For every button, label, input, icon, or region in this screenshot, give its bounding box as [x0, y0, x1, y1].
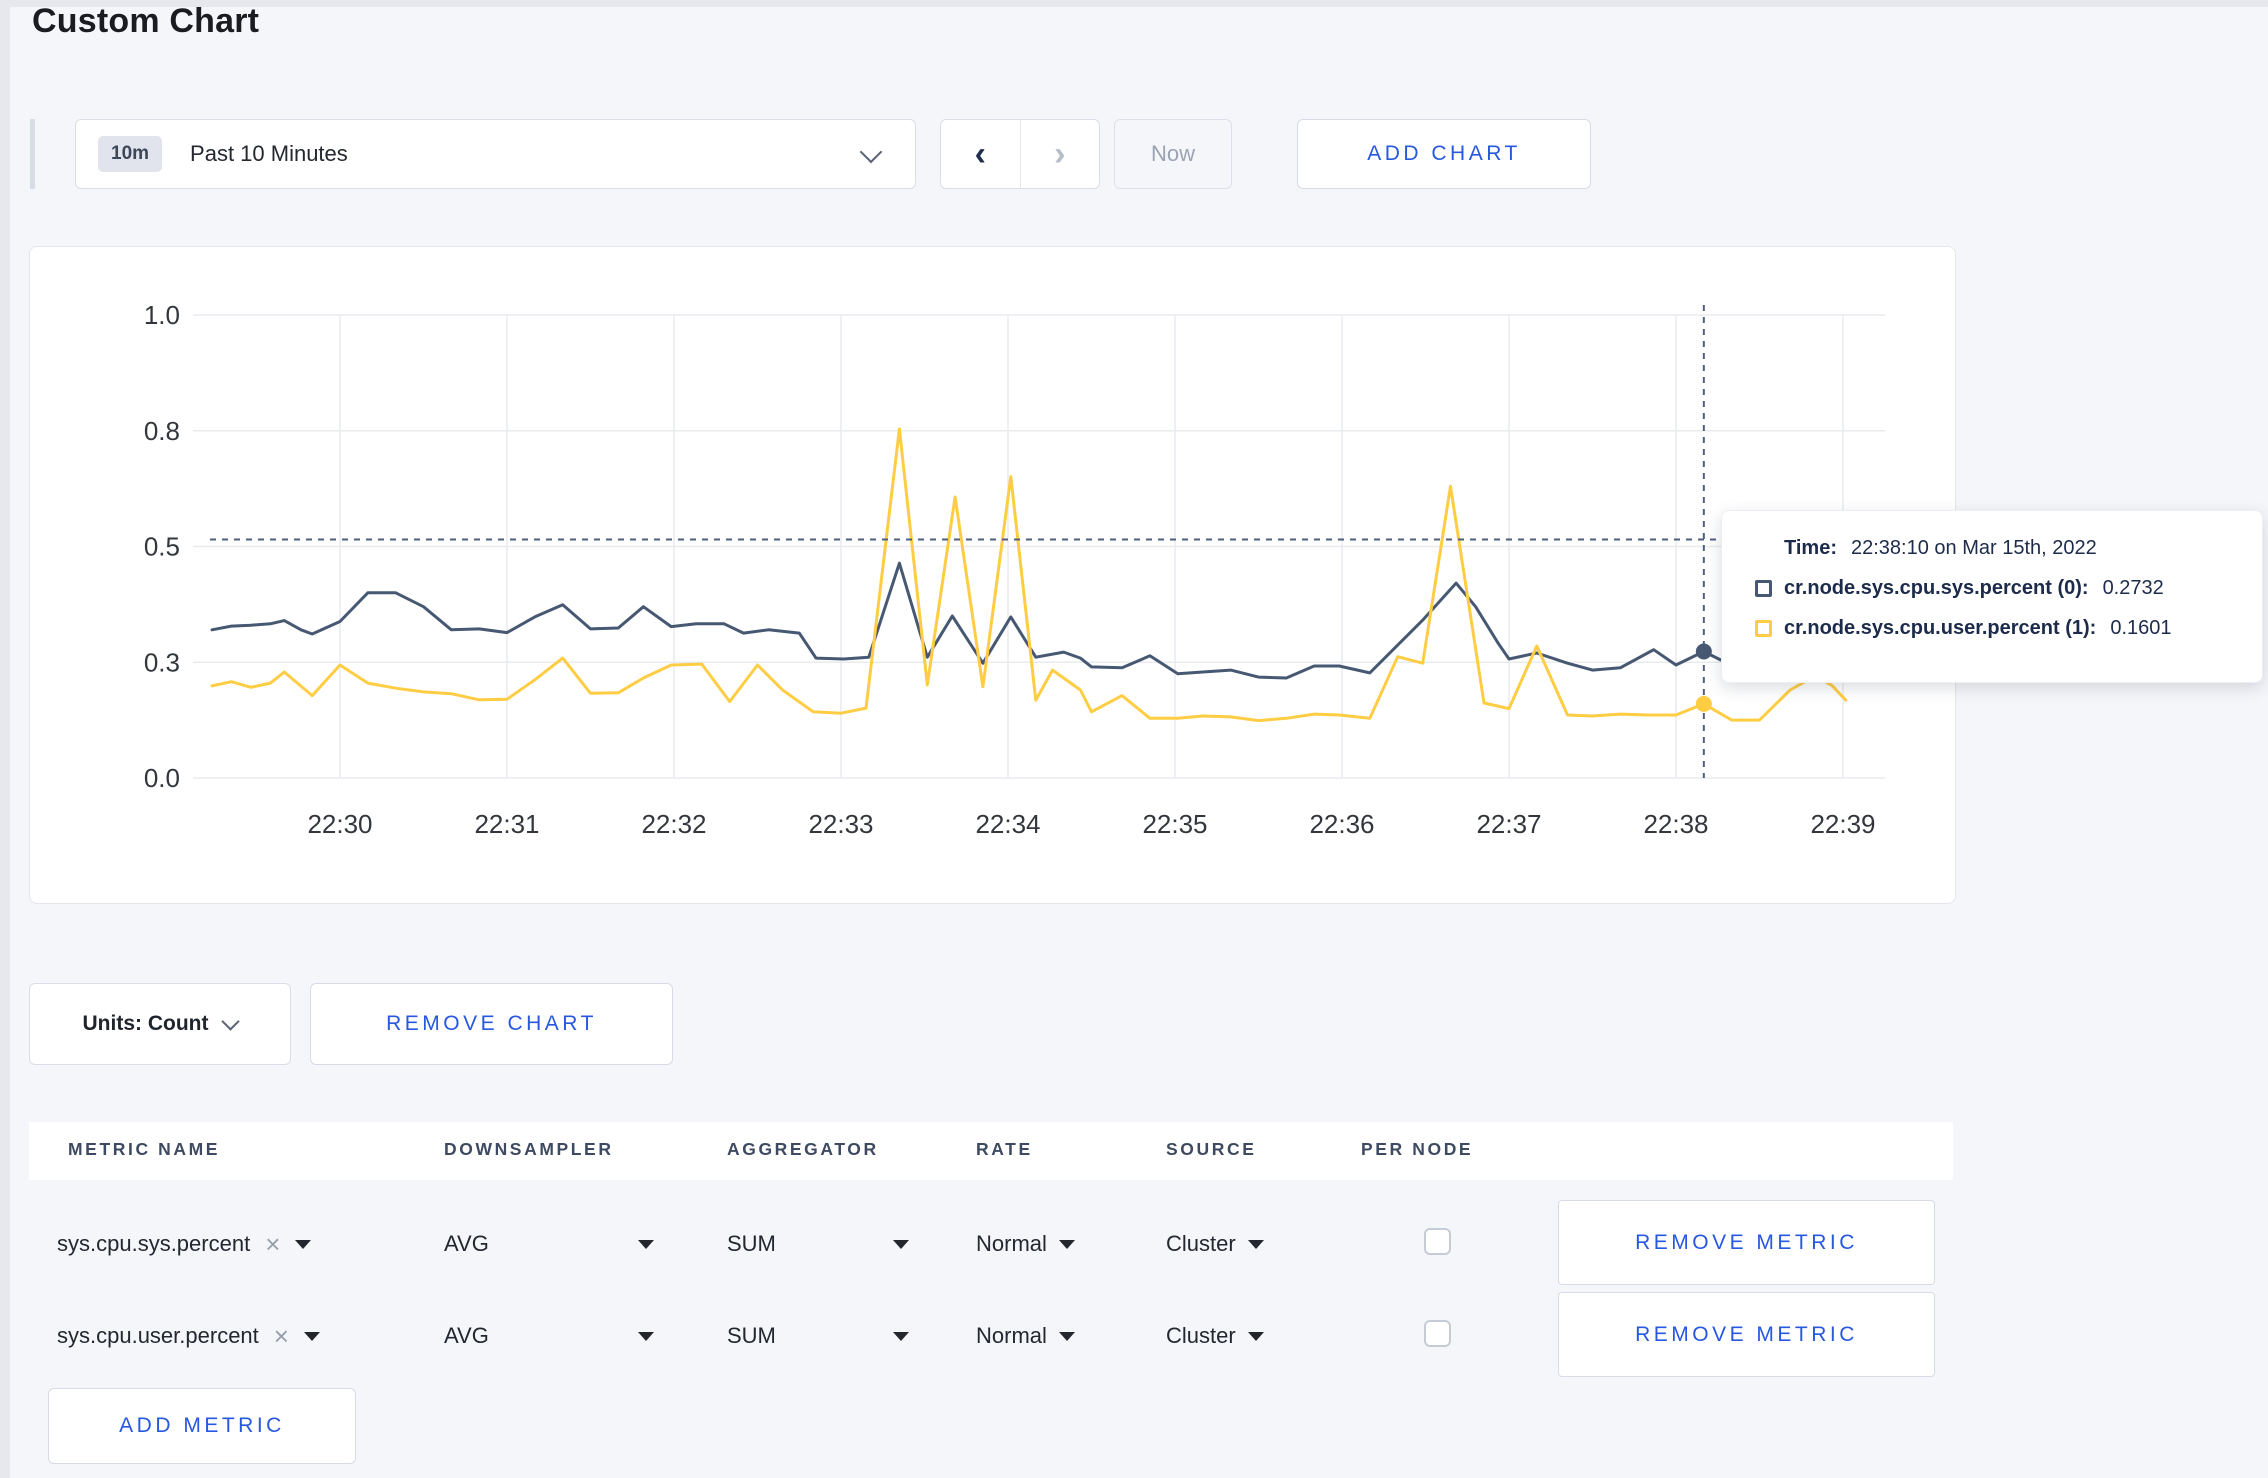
page-title: Custom Chart: [32, 2, 260, 40]
x-tick-label: 22:30: [307, 809, 372, 839]
tooltip-time-value: 22:38:10 on Mar 15th, 2022: [1850, 537, 2097, 559]
now-button[interactable]: Now: [1114, 119, 1232, 189]
caret-down-icon: [638, 1331, 654, 1341]
aggregator-select[interactable]: SUM: [727, 1292, 909, 1380]
x-tick-label: 22:38: [1643, 809, 1708, 839]
tooltip-time-label: Time:: [1784, 537, 1837, 559]
column-header-aggregator: AGGREGATOR: [727, 1139, 879, 1159]
aggregator-select[interactable]: SUM: [727, 1200, 909, 1288]
tooltip-series-value: 0.1601: [2110, 617, 2172, 639]
units-dropdown[interactable]: Units: Count: [29, 983, 291, 1065]
x-tick-label: 22:35: [1142, 809, 1207, 839]
per-node-checkbox[interactable]: [1424, 1228, 1451, 1255]
add-chart-button[interactable]: ADD CHART: [1297, 119, 1591, 189]
y-tick-label: 0.0: [144, 763, 180, 793]
downsampler-value: AVG: [444, 1231, 489, 1256]
downsampler-select[interactable]: AVG: [444, 1292, 654, 1380]
chevron-down-icon: [221, 1011, 241, 1031]
caret-down-icon: [295, 1239, 312, 1249]
chevron-left-icon: ‹: [974, 135, 986, 173]
chart-card: 0.0 0.3 0.5 0.8 1.0 22:30 22:31 22:32 22:33 22:34…: [29, 246, 1956, 904]
x-tick-label: 22:34: [975, 809, 1040, 839]
tooltip-series-name: cr.node.sys.cpu.sys.percent (0):: [1784, 577, 2089, 599]
column-header-metric-name: METRIC NAME: [68, 1139, 221, 1159]
chevron-right-icon: ›: [1054, 135, 1066, 173]
table-row: sys.cpu.sys.percent × AVG SUM Normal Cluster R…: [29, 1200, 1953, 1288]
rate-select[interactable]: Normal: [976, 1292, 1075, 1380]
caret-down-icon: [1058, 1239, 1075, 1249]
clear-metric-icon[interactable]: ×: [265, 1229, 281, 1259]
x-tick-label: 22:32: [641, 809, 706, 839]
metric-name-value: sys.cpu.sys.percent: [57, 1231, 251, 1256]
y-tick-label: 0.8: [144, 416, 180, 446]
tooltip-time-row: Time: 22:38:10 on Mar 15th, 2022: [1755, 537, 2232, 560]
time-range-label: Past 10 Minutes: [190, 141, 348, 166]
aggregator-value: SUM: [727, 1231, 776, 1256]
x-tick-label: 22:39: [1810, 809, 1875, 839]
caret-down-icon: [893, 1331, 909, 1341]
clear-metric-icon[interactable]: ×: [273, 1321, 289, 1351]
column-header-rate: RATE: [976, 1139, 1033, 1159]
tooltip-series-value: 0.2732: [2102, 577, 2164, 599]
source-value: Cluster: [1166, 1231, 1236, 1256]
column-header-source: SOURCE: [1166, 1139, 1257, 1159]
remove-chart-button[interactable]: REMOVE CHART: [310, 983, 673, 1065]
source-select[interactable]: Cluster: [1166, 1200, 1264, 1288]
caret-down-icon: [1247, 1239, 1264, 1249]
aggregator-value: SUM: [727, 1323, 776, 1348]
caret-down-icon: [1058, 1331, 1075, 1341]
time-next-button[interactable]: ›: [1021, 120, 1100, 188]
downsampler-select[interactable]: AVG: [444, 1200, 654, 1288]
x-tick-label: 22:33: [808, 809, 873, 839]
source-select[interactable]: Cluster: [1166, 1292, 1264, 1380]
time-range-badge: 10m: [98, 136, 163, 172]
caret-down-icon: [1247, 1331, 1264, 1341]
y-tick-label: 1.0: [144, 300, 180, 330]
x-tick-label: 22:37: [1476, 809, 1541, 839]
series-line-0: [210, 561, 1859, 680]
series-sys-legend-icon: [1755, 580, 1772, 597]
column-header-per-node: PER NODE: [1361, 1139, 1474, 1159]
column-header-downsampler: DOWNSAMPLER: [444, 1139, 614, 1159]
top-edge: [0, 0, 2268, 7]
series-line-1: [210, 427, 1848, 723]
y-tick-label: 0.5: [144, 532, 180, 562]
table-row: sys.cpu.user.percent × AVG SUM Normal Cluster…: [29, 1292, 1953, 1380]
x-tick-label: 22:36: [1309, 809, 1374, 839]
chart-tooltip: Time: 22:38:10 on Mar 15th, 2022 cr.node…: [1721, 510, 2263, 683]
metrics-table-header: METRIC NAME DOWNSAMPLER AGGREGATOR RATE …: [29, 1122, 1953, 1180]
chart-plot[interactable]: 0.0 0.3 0.5 0.8 1.0 22:30 22:31 22:32 22:33 22:34…: [30, 247, 1954, 902]
rate-value: Normal: [976, 1231, 1047, 1256]
caret-down-icon: [638, 1239, 654, 1249]
time-prev-button[interactable]: ‹: [941, 120, 1021, 188]
x-tick-label: 22:31: [474, 809, 539, 839]
downsampler-value: AVG: [444, 1323, 489, 1348]
hover-dot-1: [1695, 695, 1712, 712]
caret-down-icon: [303, 1331, 320, 1341]
remove-metric-button[interactable]: REMOVE METRIC: [1558, 1292, 1935, 1377]
y-tick-label: 0.3: [144, 647, 180, 677]
metric-name-select[interactable]: sys.cpu.user.percent ×: [57, 1292, 320, 1380]
metric-name-value: sys.cpu.user.percent: [57, 1323, 259, 1348]
metric-name-select[interactable]: sys.cpu.sys.percent ×: [57, 1200, 312, 1288]
rate-value: Normal: [976, 1323, 1047, 1348]
caret-down-icon: [893, 1239, 909, 1249]
time-step-controls: ‹ ›: [940, 119, 1100, 189]
units-label: Units: Count: [82, 1012, 209, 1035]
tooltip-series-row: cr.node.sys.cpu.user.percent (1): 0.1601: [1755, 617, 2232, 640]
rate-select[interactable]: Normal: [976, 1200, 1075, 1288]
sidebar-edge: [0, 0, 10, 1478]
per-node-checkbox[interactable]: [1424, 1320, 1451, 1347]
hover-dot-0: [1695, 643, 1712, 660]
add-metric-button[interactable]: ADD METRIC: [48, 1388, 356, 1464]
series-user-legend-icon: [1755, 620, 1772, 637]
remove-metric-button[interactable]: REMOVE METRIC: [1558, 1200, 1935, 1285]
tooltip-series-name: cr.node.sys.cpu.user.percent (1):: [1784, 617, 2097, 639]
chevron-down-icon: [859, 140, 883, 164]
source-value: Cluster: [1166, 1323, 1236, 1348]
time-range-dropdown[interactable]: 10m Past 10 Minutes: [75, 119, 916, 189]
toolbar-divider: [30, 119, 35, 189]
tooltip-series-row: cr.node.sys.cpu.sys.percent (0): 0.2732: [1755, 577, 2232, 600]
